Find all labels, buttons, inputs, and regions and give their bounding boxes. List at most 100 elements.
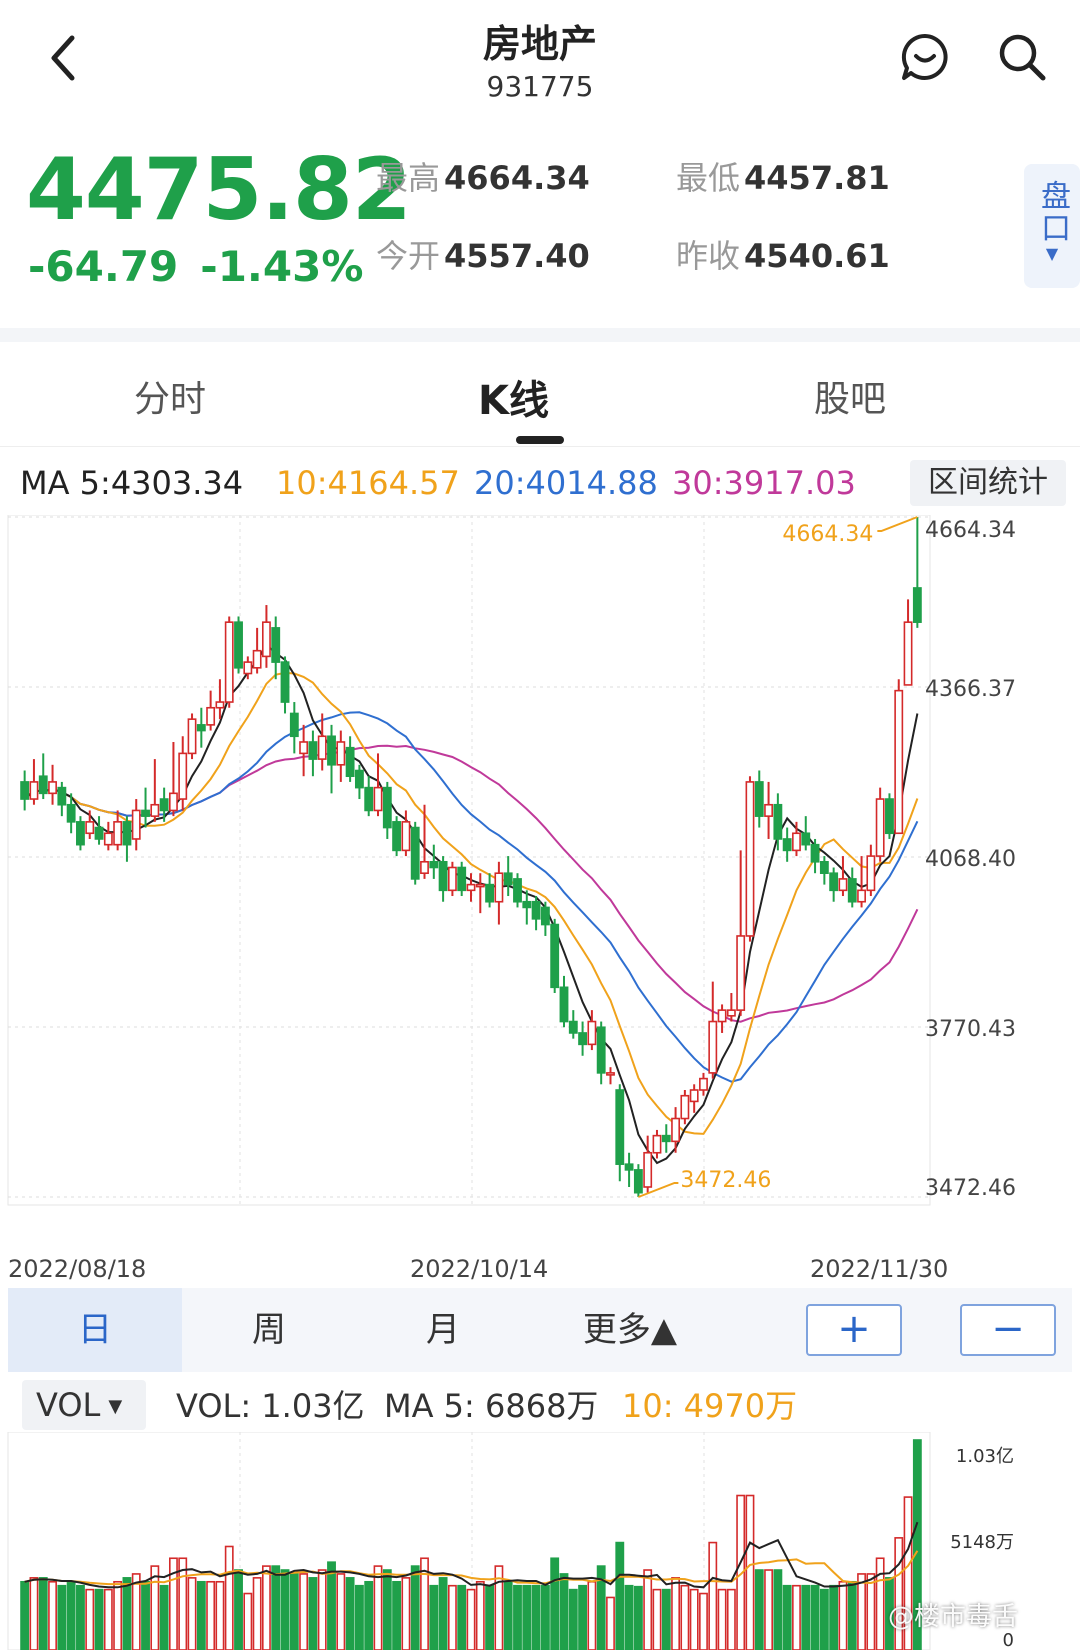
volume-bar bbox=[85, 1588, 95, 1650]
candle-body bbox=[550, 923, 560, 989]
volume-bar bbox=[48, 1580, 57, 1650]
volume-bar bbox=[717, 1588, 727, 1650]
y-tick-label: 3472.46 bbox=[925, 1176, 1016, 1201]
volume-bar bbox=[178, 1557, 188, 1650]
volume-bar bbox=[224, 1545, 234, 1650]
stat-high-value: 4664.34 bbox=[444, 159, 590, 197]
search-icon[interactable] bbox=[995, 30, 1049, 84]
volume-bar bbox=[838, 1580, 848, 1650]
candle-body bbox=[354, 769, 364, 789]
volume-bar bbox=[38, 1577, 48, 1650]
indicator-select-label: VOL bbox=[36, 1386, 101, 1424]
candle-body bbox=[122, 821, 132, 846]
zoom-in-button[interactable]: + bbox=[806, 1304, 902, 1356]
tab-timeshare[interactable]: 分时 bbox=[134, 379, 207, 420]
candle-body bbox=[141, 809, 150, 817]
volume-bar bbox=[689, 1588, 699, 1650]
volume-bar bbox=[829, 1584, 839, 1650]
y-tick-label: 3770.43 bbox=[925, 1017, 1016, 1042]
volume-bar bbox=[643, 1569, 653, 1650]
date-label-end: 2022/11/30 bbox=[810, 1255, 949, 1283]
candle-body bbox=[829, 872, 839, 892]
volume-bar bbox=[29, 1577, 39, 1650]
candle-body bbox=[717, 1009, 727, 1023]
candle-body bbox=[866, 855, 876, 892]
volume-bar bbox=[336, 1573, 346, 1650]
volume-bar bbox=[457, 1584, 467, 1650]
candle-body bbox=[596, 1026, 606, 1074]
volume-bar bbox=[885, 1577, 894, 1650]
period-more[interactable]: 更多▲ bbox=[582, 1310, 678, 1350]
volume-bar bbox=[447, 1584, 457, 1650]
volume-bar bbox=[113, 1580, 123, 1650]
ma10-value: 10:4164.57 bbox=[276, 464, 460, 502]
volume-bar bbox=[280, 1569, 290, 1650]
candle-body bbox=[20, 781, 30, 800]
candle-body bbox=[85, 821, 95, 835]
volume-bar bbox=[503, 1580, 513, 1650]
candle-body bbox=[457, 866, 467, 892]
interval-stats-button[interactable]: 区间统计 bbox=[910, 460, 1066, 506]
candle-body bbox=[522, 900, 532, 909]
candle-body bbox=[652, 1134, 662, 1154]
indicator-select[interactable]: VOL ▼ bbox=[22, 1380, 146, 1430]
ma5-value: MA 5:4303.34 bbox=[20, 464, 244, 502]
candle-body bbox=[169, 792, 178, 812]
volume-bar bbox=[20, 1580, 30, 1650]
ma5-line bbox=[23, 643, 919, 1165]
tab-kline[interactable]: K线 bbox=[478, 378, 549, 424]
volume-bar bbox=[661, 1588, 671, 1650]
period-week[interactable]: 周 bbox=[252, 1310, 286, 1350]
date-label-mid: 2022/10/14 bbox=[410, 1255, 549, 1283]
candle-body bbox=[671, 1117, 681, 1143]
volume-bar bbox=[680, 1584, 690, 1650]
volume-bar bbox=[159, 1584, 169, 1650]
volume-bar bbox=[466, 1588, 476, 1650]
candle-body bbox=[773, 803, 783, 840]
volume-bar bbox=[475, 1580, 485, 1650]
volume-bar bbox=[513, 1584, 522, 1650]
candle-body bbox=[540, 906, 550, 926]
caret-down-icon: ▼ bbox=[1045, 244, 1059, 263]
chevron-left-icon[interactable] bbox=[40, 28, 90, 88]
zoom-out-button[interactable]: − bbox=[960, 1304, 1056, 1356]
volume-bar bbox=[531, 1584, 541, 1650]
candle-body bbox=[187, 718, 197, 755]
candle-body bbox=[113, 821, 123, 846]
candle-body bbox=[196, 724, 206, 732]
volume-bar bbox=[745, 1494, 755, 1650]
volume-bar bbox=[782, 1584, 792, 1650]
candle-body bbox=[38, 775, 48, 795]
section-divider bbox=[0, 328, 1080, 342]
pankou-label: 盘口 bbox=[1035, 180, 1070, 244]
candle-body bbox=[531, 900, 541, 920]
vol-ma10-line bbox=[24, 1550, 919, 1586]
candle-body bbox=[57, 786, 67, 806]
period-month[interactable]: 月 bbox=[426, 1310, 460, 1350]
candle-body bbox=[215, 701, 225, 709]
candle-body bbox=[159, 798, 169, 812]
volume-bar bbox=[57, 1584, 67, 1650]
candle-body bbox=[345, 746, 355, 778]
vol-y-tick-label: 0 bbox=[1003, 1630, 1014, 1650]
candle-body bbox=[234, 621, 243, 669]
candle-body bbox=[801, 832, 811, 846]
chat-bubble-icon[interactable] bbox=[898, 30, 952, 84]
volume-bar bbox=[596, 1565, 606, 1650]
stat-high: 最高 4664.34 bbox=[376, 158, 590, 198]
volume-bar bbox=[364, 1580, 374, 1650]
stat-open-value: 4557.40 bbox=[444, 237, 590, 275]
candle-body bbox=[503, 872, 513, 886]
period-day[interactable]: 日 bbox=[8, 1288, 182, 1372]
volume-chart[interactable]: 1.03亿 5148万 0 bbox=[0, 1432, 1080, 1650]
pankou-button[interactable]: 盘口 ▼ bbox=[1024, 164, 1080, 288]
ma20-value: 20:4014.88 bbox=[474, 464, 658, 502]
candle-body bbox=[447, 866, 457, 892]
volume-bar bbox=[847, 1580, 857, 1650]
volume-bar bbox=[243, 1592, 253, 1650]
kline-chart[interactable]: 4664.34 4366.37 4068.40 3770.43 3472.46 4664.… bbox=[0, 515, 1080, 1230]
candle-body bbox=[875, 798, 885, 857]
candle-body bbox=[754, 781, 764, 817]
tab-forum[interactable]: 股吧 bbox=[814, 379, 887, 420]
candle-body bbox=[76, 821, 85, 846]
